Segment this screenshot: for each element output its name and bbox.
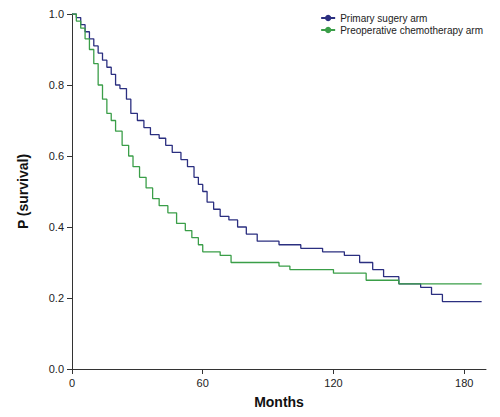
svg-text:Months: Months [254, 394, 304, 410]
svg-text:Preoperative chemotherapy arm: Preoperative chemotherapy arm [340, 25, 483, 36]
svg-text:0.6: 0.6 [49, 150, 64, 162]
svg-text:120: 120 [324, 377, 342, 389]
svg-text:0.2: 0.2 [49, 292, 64, 304]
svg-text:0: 0 [69, 377, 75, 389]
svg-text:P (survival): P (survival) [15, 154, 31, 229]
svg-text:1.0: 1.0 [49, 8, 64, 20]
svg-text:0.8: 0.8 [49, 79, 64, 91]
svg-text:0.4: 0.4 [49, 221, 64, 233]
svg-text:60: 60 [197, 377, 209, 389]
svg-text:Primary sugery arm: Primary sugery arm [340, 13, 427, 24]
svg-text:180: 180 [455, 377, 473, 389]
svg-text:0.0: 0.0 [49, 363, 64, 375]
